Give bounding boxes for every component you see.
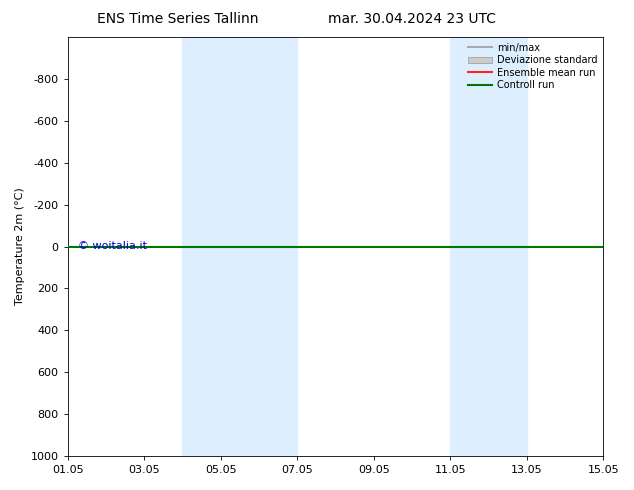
Text: © woitalia.it: © woitalia.it: [78, 241, 147, 251]
Text: mar. 30.04.2024 23 UTC: mar. 30.04.2024 23 UTC: [328, 12, 496, 26]
Y-axis label: Temperature 2m (°C): Temperature 2m (°C): [15, 188, 25, 305]
Text: ENS Time Series Tallinn: ENS Time Series Tallinn: [97, 12, 258, 26]
Bar: [183, 37, 297, 456]
Legend: min/max, Deviazione standard, Ensemble mean run, Controll run: min/max, Deviazione standard, Ensemble m…: [464, 39, 601, 94]
Bar: [450, 37, 527, 456]
